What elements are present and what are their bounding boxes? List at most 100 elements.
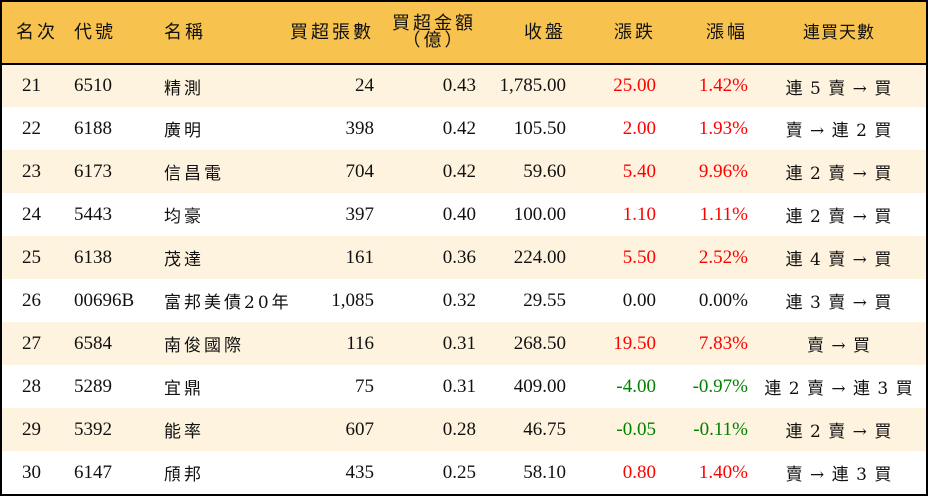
cell-name: 宜鼎 bbox=[164, 379, 204, 399]
cell-streak: 連 5 賣 → 買 bbox=[785, 78, 893, 99]
header-code: 代號 bbox=[74, 21, 116, 43]
cell-rank: 30 bbox=[22, 461, 41, 483]
cell-net-buy-amount: 0.31 bbox=[442, 332, 476, 354]
cell-change: 2.00 bbox=[622, 117, 656, 139]
cell-net-buy-amount: 0.31 bbox=[442, 375, 476, 397]
header-name: 名稱 bbox=[164, 21, 206, 43]
cell-name: 均豪 bbox=[164, 207, 204, 227]
cell-code: 5289 bbox=[74, 375, 112, 397]
cell-streak: 賣 → 買 bbox=[806, 336, 872, 356]
cell-net-buy-lots: 397 bbox=[345, 203, 375, 225]
cell-close: 29.55 bbox=[523, 289, 566, 311]
cell-change-pct: 9.96% bbox=[698, 160, 748, 182]
header-net-buy-amount: 買超金額 （億） bbox=[378, 2, 478, 64]
cell-change-pct: 2.52% bbox=[698, 246, 748, 268]
cell-code: 6584 bbox=[74, 332, 112, 354]
table-row: 26 00696B 富邦美債20年 1,085 0.32 29.55 0.00 0.00% 連 … bbox=[2, 279, 926, 322]
header-change: 漲跌 bbox=[614, 21, 656, 43]
cell-change-pct: -0.11% bbox=[693, 418, 748, 440]
cell-name: 精測 bbox=[164, 78, 204, 99]
cell-streak: 連 2 賣 → 買 bbox=[785, 422, 893, 442]
cell-change-pct: 1.42% bbox=[698, 75, 748, 96]
cell-net-buy-lots: 24 bbox=[355, 75, 374, 96]
header-rank: 名次 bbox=[16, 21, 58, 43]
cell-name: 頎邦 bbox=[164, 465, 204, 485]
cell-net-buy-amount: 0.25 bbox=[442, 461, 476, 483]
header-net-buy-amount-line1: 買超金額 bbox=[392, 13, 476, 34]
cell-net-buy-amount: 0.42 bbox=[442, 160, 476, 182]
cell-close: 100.00 bbox=[513, 203, 566, 225]
cell-name: 信昌電 bbox=[164, 164, 224, 184]
cell-code: 00696B bbox=[74, 289, 135, 311]
cell-net-buy-lots: 704 bbox=[345, 160, 375, 182]
header-row: 名次 代號 名稱 買超張數 買超金額 （億） 收盤 漲跌 漲幅 連買天數 bbox=[2, 2, 926, 64]
cell-change: 5.50 bbox=[622, 246, 656, 268]
cell-streak: 連 2 賣 → 買 bbox=[785, 164, 893, 184]
cell-rank: 23 bbox=[22, 160, 41, 182]
cell-code: 6188 bbox=[74, 117, 112, 139]
cell-streak: 連 3 賣 → 買 bbox=[785, 293, 893, 313]
cell-net-buy-amount: 0.42 bbox=[442, 117, 476, 139]
table-row: 24 5443 均豪 397 0.40 100.00 1.10 1.11% 連 2 賣 → 買 bbox=[2, 193, 926, 236]
cell-net-buy-amount: 0.43 bbox=[442, 75, 476, 96]
cell-change-pct: 1.11% bbox=[699, 203, 748, 225]
cell-net-buy-lots: 607 bbox=[345, 418, 375, 440]
table-row: 21 6510 精測 24 0.43 1,785.00 25.00 1.42% 連 5 賣 → … bbox=[2, 64, 926, 107]
cell-streak: 連 4 賣 → 買 bbox=[785, 250, 893, 270]
table-row: 30 6147 頎邦 435 0.25 58.10 0.80 1.40% 賣 → 連 3 買 bbox=[2, 451, 926, 494]
cell-close: 105.50 bbox=[513, 117, 566, 139]
cell-change: 5.40 bbox=[622, 160, 656, 182]
cell-change-pct: 0.00% bbox=[698, 289, 748, 311]
cell-net-buy-lots: 1,085 bbox=[331, 289, 374, 311]
table-row: 23 6173 信昌電 704 0.42 59.60 5.40 9.96% 連 2 賣 → 買 bbox=[2, 150, 926, 193]
cell-change-pct: 7.83% bbox=[698, 332, 748, 354]
cell-change: 25.00 bbox=[613, 75, 656, 96]
cell-change-pct: -0.97% bbox=[692, 375, 748, 397]
cell-rank: 27 bbox=[22, 332, 41, 354]
cell-close: 46.75 bbox=[523, 418, 566, 440]
cell-net-buy-lots: 116 bbox=[346, 332, 374, 354]
table-row: 29 5392 能率 607 0.28 46.75 -0.05 -0.11% 連 2 賣 → 買 bbox=[2, 408, 926, 451]
table-row: 22 6188 廣明 398 0.42 105.50 2.00 1.93% 賣 → 連 2 買 bbox=[2, 107, 926, 150]
cell-streak: 賣 → 連 3 買 bbox=[785, 465, 893, 485]
cell-code: 5443 bbox=[74, 203, 112, 225]
cell-close: 59.60 bbox=[523, 160, 566, 182]
cell-code: 6173 bbox=[74, 160, 112, 182]
cell-close: 1,785.00 bbox=[499, 75, 567, 96]
header-close: 收盤 bbox=[524, 21, 566, 43]
header-net-buy-lots: 買超張數 bbox=[290, 21, 374, 43]
table-row: 27 6584 南俊國際 116 0.31 268.50 19.50 7.83% 賣 → 買 bbox=[2, 322, 926, 365]
cell-change: 0.00 bbox=[622, 289, 656, 311]
cell-rank: 28 bbox=[22, 375, 41, 397]
cell-net-buy-lots: 75 bbox=[355, 375, 374, 397]
cell-rank: 21 bbox=[22, 75, 41, 96]
table-row: 28 5289 宜鼎 75 0.31 409.00 -4.00 -0.97% 連 2 賣 → 連… bbox=[2, 365, 926, 408]
cell-close: 224.00 bbox=[513, 246, 566, 268]
cell-rank: 25 bbox=[22, 246, 41, 268]
cell-net-buy-lots: 398 bbox=[345, 117, 375, 139]
cell-change: -0.05 bbox=[616, 418, 656, 440]
cell-close: 58.10 bbox=[523, 461, 566, 483]
cell-change: 19.50 bbox=[613, 332, 656, 354]
table-row: 25 6138 茂達 161 0.36 224.00 5.50 2.52% 連 4 賣 → 買 bbox=[2, 236, 926, 279]
cell-close: 268.50 bbox=[513, 332, 566, 354]
cell-close: 409.00 bbox=[513, 375, 566, 397]
cell-streak: 連 2 賣 → 連 3 買 bbox=[764, 379, 914, 399]
cell-net-buy-lots: 435 bbox=[345, 461, 375, 483]
cell-change-pct: 1.93% bbox=[698, 117, 748, 139]
header-net-buy-amount-line2: （億） bbox=[402, 30, 466, 51]
cell-net-buy-amount: 0.28 bbox=[442, 418, 476, 440]
cell-change-pct: 1.40% bbox=[698, 461, 748, 483]
cell-name: 富邦美債20年 bbox=[164, 293, 292, 313]
cell-code: 6510 bbox=[74, 75, 112, 96]
cell-rank: 22 bbox=[22, 117, 41, 139]
cell-streak: 賣 → 連 2 買 bbox=[785, 121, 893, 141]
cell-change: 0.80 bbox=[622, 461, 656, 483]
table-body: 21 6510 精測 24 0.43 1,785.00 25.00 1.42% 連 5 賣 → … bbox=[2, 64, 926, 494]
cell-code: 6147 bbox=[74, 461, 112, 483]
cell-net-buy-amount: 0.40 bbox=[442, 203, 476, 225]
cell-code: 5392 bbox=[74, 418, 112, 440]
header-net-buy-amount-label: 買超金額 （億） bbox=[392, 13, 476, 51]
